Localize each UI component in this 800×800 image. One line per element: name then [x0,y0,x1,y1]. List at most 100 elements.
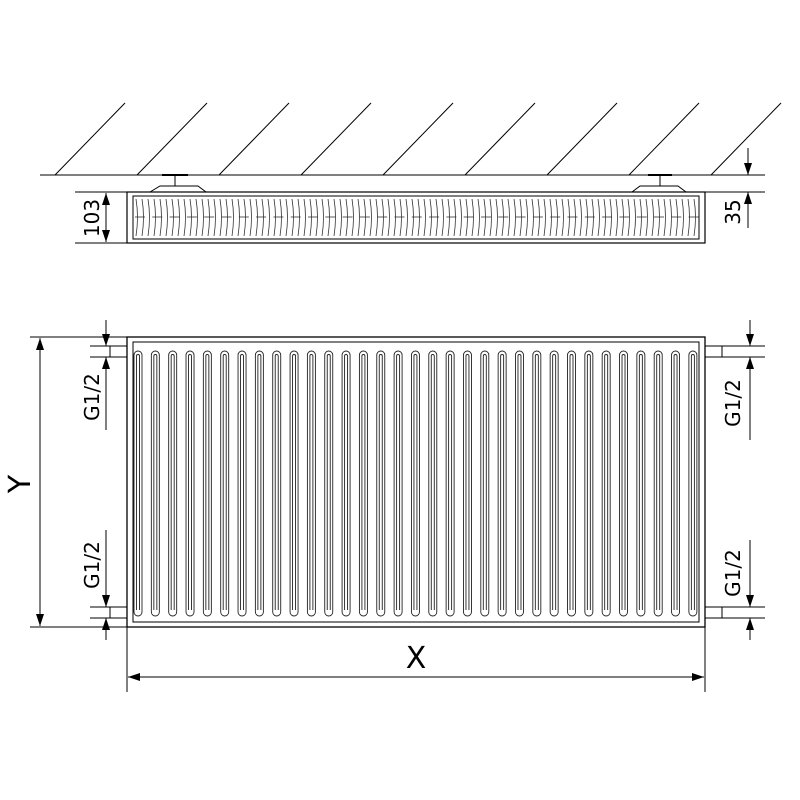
panel-channel [220,350,230,617]
convector-fin [447,198,450,237]
convector-fin [369,198,372,237]
panel-channel-inner [136,354,140,610]
panel-channel [636,350,646,617]
convector-fin [591,198,594,237]
panel-channel [532,350,542,617]
panel-channel [463,350,472,617]
panel-channel [410,350,420,617]
convector-fin [243,198,246,237]
panel-channel [619,350,628,617]
convector-fin [357,198,360,237]
convector-fin [399,198,402,237]
panel-channel-inner [673,354,678,610]
convector-fin [645,198,648,237]
convector-fin [537,198,540,237]
convector-fin [597,198,600,237]
convector-fin [675,198,678,237]
wall-hatch-line [710,102,782,176]
convector-fin [309,198,312,237]
panel-channel [150,350,160,617]
convector-fin [297,198,300,237]
left-connection-dimensions [90,320,110,640]
panel-channel-inner [378,354,383,610]
convector-fin [165,198,168,237]
width-dimension [126,627,706,692]
convector-fin [261,198,264,237]
wall-hatch-line [628,102,700,176]
convector-fin [237,198,240,237]
convector-fin [231,198,234,237]
convector-fin [621,198,624,237]
convector-fin [465,198,468,237]
panel-channel-inner [586,354,591,610]
convector-fin [159,198,162,237]
panel-channel [480,350,490,617]
convector-fin [267,198,270,237]
convector-fin [393,198,396,237]
convector-fin [471,198,474,237]
panel-channel [254,350,264,617]
panel-channel-inner [344,354,349,610]
convector-fin [135,198,138,237]
height-label: Y [3,474,38,494]
panel-channel-inner [690,354,695,610]
panel-channel [515,350,524,617]
convector-fin [549,198,552,237]
convector-fin [681,198,684,237]
convector-fin [693,198,696,237]
convector-fin [525,198,528,237]
panel-channel [428,350,438,617]
convector-fin [585,198,588,237]
panel-channel-inner [153,354,158,610]
panel-channel [168,350,178,617]
panel-channel-inner [413,354,418,610]
connection-label-top-left: G1/2 [80,373,104,421]
convector-fin [225,198,228,237]
convector-fin [285,198,288,237]
convector-fin [189,198,192,237]
convector-fin [387,198,390,237]
connection-label-top-right: G1/2 [721,379,745,427]
height-dimension [30,336,127,628]
convector-fin [345,198,348,237]
panel-channel-inner [326,354,331,610]
convector-fin [657,198,660,237]
convector-fin [639,198,642,237]
convector-fin [651,198,654,237]
convector-fin [183,198,186,237]
convector-fin [489,198,492,237]
convector-fin [147,198,150,237]
panel-channel [376,350,386,617]
convector-fin [555,198,558,237]
panel-channel [133,350,143,617]
radiator-front-view [109,336,723,628]
convector-fin [669,198,672,237]
width-label: X [406,641,427,676]
convector-fin [507,198,510,237]
convector-fin [627,198,630,237]
depth-label: 103 [80,199,104,237]
convector-fin [339,198,342,237]
panel-channel-inner [517,354,522,610]
panel-channel-inner [274,354,279,610]
wall-gap-label: 35 [721,199,745,224]
convector-fin [405,198,408,237]
panel-channel-inner [534,354,539,610]
convector-fin [315,198,318,237]
panel-channel-inner [569,354,574,610]
panel-channel-inner [205,354,210,610]
depth-dimension [75,191,127,244]
wall-hatch-line [136,102,208,176]
panel-channel-inner [604,354,609,610]
panel-channel-inner [309,354,314,610]
convector-fin [609,198,612,237]
convector-fin [207,198,210,237]
panel-channel [306,350,316,617]
panel-channel-inner [188,354,192,610]
convector-fin [381,198,384,237]
wall-gap-dimension [705,148,765,228]
panel-channel-inner [656,354,661,610]
wall-hatch-line [54,102,126,176]
panel-channel-inner [222,354,227,610]
convector-fin [423,198,426,237]
